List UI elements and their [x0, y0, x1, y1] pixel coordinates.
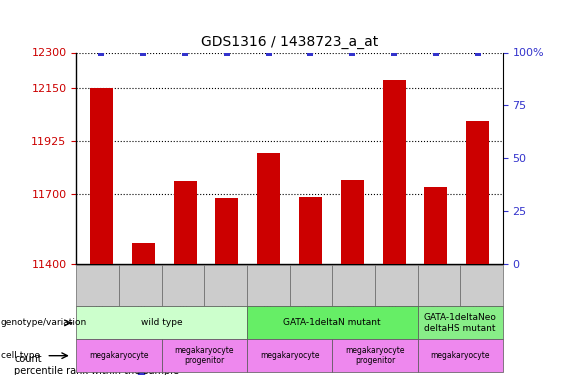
Bar [132, 243, 155, 264]
Bar [466, 121, 489, 264]
Text: megakaryocyte
progenitor: megakaryocyte progenitor [345, 346, 405, 365]
Text: megakaryocyte: megakaryocyte [89, 351, 149, 360]
Text: percentile rank within the sample: percentile rank within the sample [14, 366, 179, 375]
Bar [299, 197, 322, 264]
Text: wild type: wild type [141, 318, 182, 327]
Text: count: count [14, 354, 42, 364]
Bar [90, 88, 113, 264]
Bar [383, 80, 406, 264]
Bar [173, 181, 197, 264]
Text: genotype/variation: genotype/variation [1, 318, 87, 327]
Bar [341, 180, 364, 264]
Bar [215, 198, 238, 264]
Text: cell type: cell type [1, 351, 40, 360]
Bar [257, 153, 280, 264]
Text: megakaryocyte
progenitor: megakaryocyte progenitor [175, 346, 234, 365]
Text: GATA-1deltaN mutant: GATA-1deltaN mutant [284, 318, 381, 327]
Text: GATA-1deltaNeo
deltaHS mutant: GATA-1deltaNeo deltaHS mutant [424, 313, 497, 333]
Text: megakaryocyte: megakaryocyte [260, 351, 319, 360]
Bar [424, 187, 447, 264]
Title: GDS1316 / 1438723_a_at: GDS1316 / 1438723_a_at [201, 35, 378, 49]
Text: megakaryocyte: megakaryocyte [431, 351, 490, 360]
